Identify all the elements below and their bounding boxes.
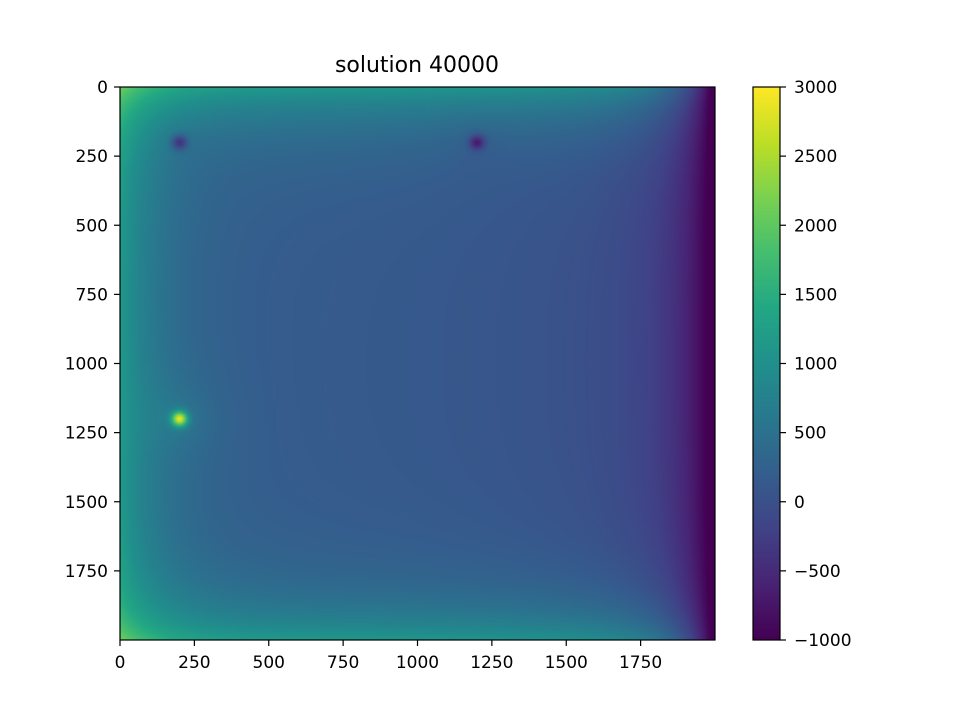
y-tick-label: 1750 [65, 562, 108, 582]
heatmap-image [120, 87, 715, 640]
x-tick-label: 1750 [619, 653, 662, 673]
colorbar-tick-label: 0 [794, 493, 805, 513]
x-tick-label: 1500 [545, 653, 588, 673]
y-tick-label: 1500 [65, 493, 108, 513]
colorbar-gradient [753, 87, 780, 640]
y-tick-label: 0 [97, 78, 108, 98]
y-axis: 0 250 500 750 1000 1250 1500 1750 [65, 78, 120, 582]
x-tick-label: 0 [115, 653, 126, 673]
colorbar-tick-label: −500 [794, 562, 841, 582]
y-tick-label: 250 [76, 147, 108, 167]
colorbar-tick-label: 3000 [794, 78, 837, 98]
colorbar-tick-label: −1000 [794, 631, 852, 651]
chart-title: solution 40000 [335, 53, 499, 78]
x-tick-label: 500 [253, 653, 285, 673]
colorbar-tick-label: 2000 [794, 216, 837, 236]
y-tick-label: 1250 [65, 424, 108, 444]
colorbar-tick-label: 500 [794, 424, 826, 444]
colorbar-tick-label: 2500 [794, 147, 837, 167]
x-tick-label: 250 [178, 653, 210, 673]
y-tick-label: 750 [76, 285, 108, 305]
x-tick-label: 1000 [396, 653, 439, 673]
x-tick-label: 1250 [470, 653, 513, 673]
x-tick-label: 750 [327, 653, 359, 673]
y-tick-label: 1000 [65, 355, 108, 375]
colorbar: −1000 −500 0 500 1000 1500 2000 2500 3000 [752, 78, 852, 651]
plot-area [119, 86, 716, 641]
colorbar-tick-label: 1500 [794, 285, 837, 305]
colorbar-axis: −1000 −500 0 500 1000 1500 2000 2500 3000 [780, 78, 852, 651]
y-tick-label: 500 [76, 216, 108, 236]
x-axis: 0 250 500 750 1000 1250 1500 1750 [115, 640, 662, 673]
colorbar-tick-label: 1000 [794, 355, 837, 375]
